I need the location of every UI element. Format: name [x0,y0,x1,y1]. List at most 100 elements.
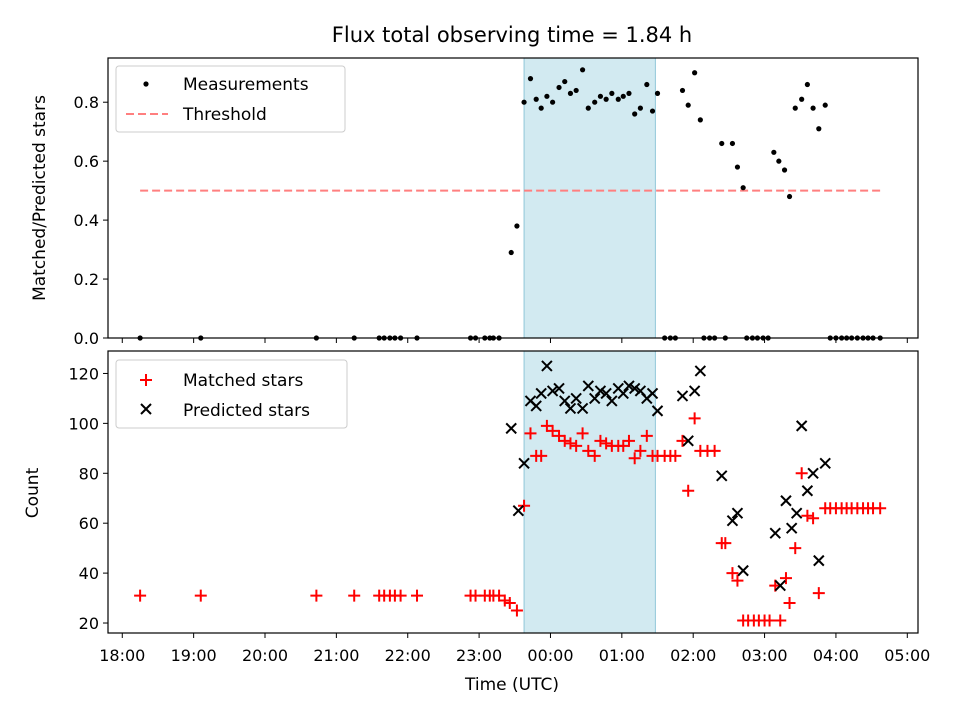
top-y-axis: 0.0 0.2 0.4 0.6 0.8 [74,93,108,348]
x-tick-label: 04:00 [813,646,859,665]
top-axes-frame [107,57,919,339]
predicted-star-point [546,385,559,397]
measurement-point [579,67,586,73]
matched-star-point [411,589,424,602]
measurement-point [585,105,591,111]
measurement-point [771,149,777,155]
predicted-star-point [576,402,589,415]
predicted-star-point [600,387,612,400]
measurement-point [632,111,638,117]
bottom-x-axis: 18:00 19:00 20:00 21:00 22:00 23:00 00:00 01:00… [99,633,930,665]
matched-star-point [194,589,207,602]
matched-star-point [774,614,787,627]
predicted-star-point [790,507,803,519]
predicted-star-point [801,485,814,497]
chart-title: Flux total observing time = 1.84 h [332,23,692,47]
matched-star-point [394,589,407,602]
measurement-point [781,167,788,173]
measurement-point [679,87,686,94]
bottom-legend: Matched stars Predicted stars [115,359,348,429]
predicted-star-point [582,380,594,392]
measurement-point [626,90,632,96]
measurement-point [816,126,822,132]
measurement-point [740,185,746,191]
legend-measurements-marker [143,81,149,87]
measurement-point [799,96,805,102]
bottom-y-axis: 20 40 60 80 100 120 [68,364,108,633]
measurement-point [544,93,550,99]
measurement-point [810,105,816,111]
bottom-y-tick-label: 120 [68,364,99,383]
predicted-star-point [716,470,728,482]
matched-star-point [779,572,792,585]
measurement-point [550,99,556,105]
measurement-point [685,102,691,108]
top-y-tick-label: 0.8 [74,93,99,112]
top-y-tick-label: 0.2 [74,270,99,289]
matched-star-point [669,449,682,462]
predicted-star-point [589,392,601,405]
matched-star-point [726,567,739,580]
matched-star-point [310,589,323,602]
x-tick-label: 01:00 [599,646,645,665]
measurement-point [508,249,514,256]
matched-star-point [503,597,516,610]
measurement-point [556,84,562,91]
measurement-point [567,90,574,96]
predicted-star-point [570,392,582,405]
x-tick-label: 02:00 [670,646,716,665]
predicted-star-point [617,387,629,400]
matched-star-point [564,437,577,450]
measurement-point [609,90,615,96]
matched-star-point [789,542,802,555]
measurement-point [786,193,793,200]
predicted-star-point [606,395,618,407]
measurement-point [521,99,527,105]
bottom-panel: 20 40 60 80 100 120 18:00 19:00 20:00 21:00 22:00… [23,350,930,695]
matched-star-point [524,427,537,440]
predicted-star-point [505,422,517,435]
predicted-star-point [774,579,786,592]
predicted-star-point [780,495,792,507]
predicted-star-point [769,527,781,539]
bottom-y-tick-label: 60 [79,514,99,533]
matched-star-point [676,434,689,447]
bottom-legend-box [115,359,348,429]
matched-star-point [801,509,814,522]
matched-star-point [634,444,647,457]
measurement-point [804,81,810,88]
measurement-point [620,93,626,99]
top-panel: 0.00.20.40.60.8 Matched/Predicted stars … [30,57,919,348]
measurement-point [637,105,643,111]
bottom-axes-frame [107,350,919,634]
top-x-ticks [121,338,908,343]
predicted-star-point [676,390,689,402]
matched-star-point [348,589,361,602]
matched-star-point [594,434,607,447]
matched-star-point [622,434,635,447]
matched-star-point [510,604,523,617]
measurement-point [615,96,621,102]
predicted-star-point [512,505,525,517]
measurement-point [692,70,698,76]
predicted-star-point [623,380,635,392]
legend-matched-marker [140,374,152,386]
measurement-point [597,93,604,99]
matched-star-point [588,449,601,462]
measurement-point [527,76,534,82]
bottom-y-tick-label: 20 [79,614,99,633]
matched-star-point [640,429,653,442]
measurement-point [697,117,703,123]
predicted-star-point [530,400,542,412]
predicted-star-point [594,385,607,397]
predicted-star-point [682,435,694,447]
measurement-point [562,78,568,85]
predicted-star-point [726,514,739,527]
predicted-star-point [785,522,798,534]
x-tick-label: 21:00 [313,646,359,665]
predicted-star-point [694,365,707,377]
predicted-star-point [688,385,701,397]
measurement-point [649,108,656,114]
bottom-y-tick-label: 80 [79,464,99,483]
